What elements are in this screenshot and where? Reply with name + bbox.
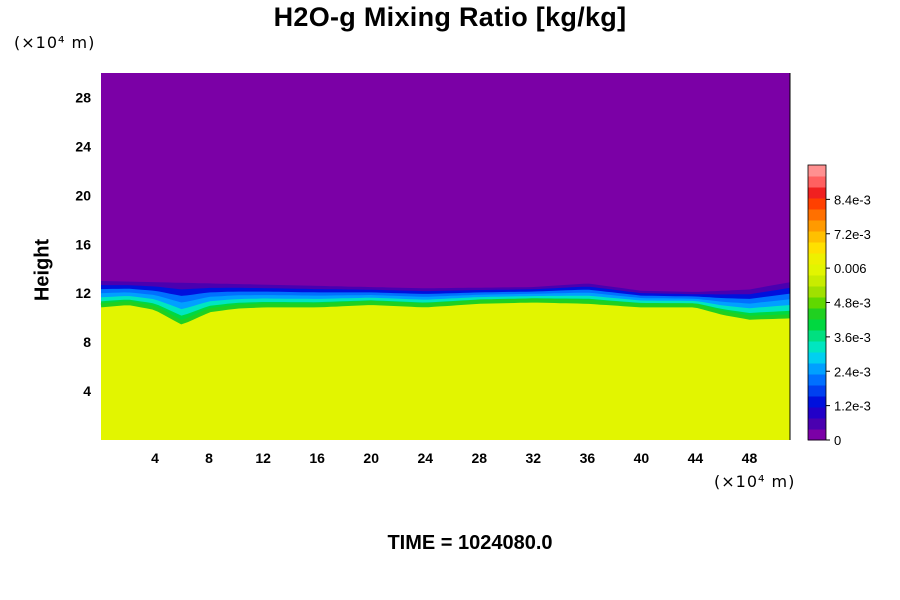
y-tick-label: 8 [83,334,91,350]
colorbar-label: 3.6e-3 [834,330,871,345]
x-tick-label: 8 [205,450,213,466]
x-tick-label: 28 [471,450,487,466]
chart-title: H2O-g Mixing Ratio [kg/kg] [273,2,627,32]
colorbar-swatch [808,352,826,364]
x-tick-label: 48 [742,450,758,466]
colorbar-swatch [808,176,826,188]
colorbar-swatch [808,253,826,265]
colorbar-label: 8.4e-3 [834,192,871,207]
colorbar-swatch [808,187,826,199]
colorbar-swatch [808,330,826,342]
colorbar-label: 0.006 [834,261,867,276]
colorbar-label: 2.4e-3 [834,364,871,379]
y-tick-label: 20 [75,187,91,203]
colorbar-swatch [808,308,826,320]
field-lower-region [101,300,790,440]
colorbar-label: 1.2e-3 [834,399,871,414]
field-interface-fringe [100,298,791,325]
x-tick-label: 24 [417,450,433,466]
x-axis: 4 8 12 16 20 24 28 32 36 40 44 48 [151,450,757,466]
colorbar-swatch [808,429,826,441]
colorbar-swatch [808,209,826,221]
colorbar-swatch [808,198,826,210]
colorbar-swatch [808,297,826,309]
colorbar-swatch [808,275,826,287]
colorbar-swatch [808,319,826,331]
y-tick-label: 16 [75,236,91,252]
colorbar-label: 0 [834,433,841,448]
colorbar-swatch [808,231,826,243]
x-tick-label: 44 [688,450,704,466]
x-axis-unit-label: (×10⁴ m) [714,472,796,491]
x-tick-label: 32 [526,450,542,466]
time-label: TIME = 1024080.0 [387,532,553,554]
colorbar-label: 7.2e-3 [834,227,871,242]
colorbar-label: 4.8e-3 [834,296,871,311]
colorbar: 0 1.2e-3 2.4e-3 3.6e-3 4.8e-3 0.006 7.2e-3 8.4e… [807,164,871,448]
colorbar-swatch [808,286,826,298]
colorbar-swatch [808,418,826,430]
x-tick-label: 4 [151,450,159,466]
colorbar-swatch [808,396,826,408]
heatmap-field [100,73,791,440]
colorbar-swatch [808,242,826,254]
x-tick-label: 16 [309,450,325,466]
colorbar-swatch [808,264,826,276]
y-tick-label: 28 [75,89,91,105]
colorbar-swatch [808,407,826,419]
y-axis-unit-label: (×10⁴ m) [14,33,96,52]
y-tick-label: 12 [75,285,91,301]
colorbar-swatch [808,220,826,232]
x-tick-label: 20 [363,450,379,466]
y-tick-label: 24 [75,138,91,154]
y-axis: 4 8 12 16 20 24 28 [75,89,91,399]
colorbar-swatch [808,374,826,386]
y-tick-label: 4 [83,383,91,399]
x-tick-label: 12 [255,450,271,466]
x-tick-label: 36 [580,450,596,466]
colorbar-swatch [808,385,826,397]
colorbar-swatch [808,363,826,375]
colorbar-swatch [808,341,826,353]
x-tick-label: 40 [634,450,650,466]
colorbar-swatch [808,165,826,177]
